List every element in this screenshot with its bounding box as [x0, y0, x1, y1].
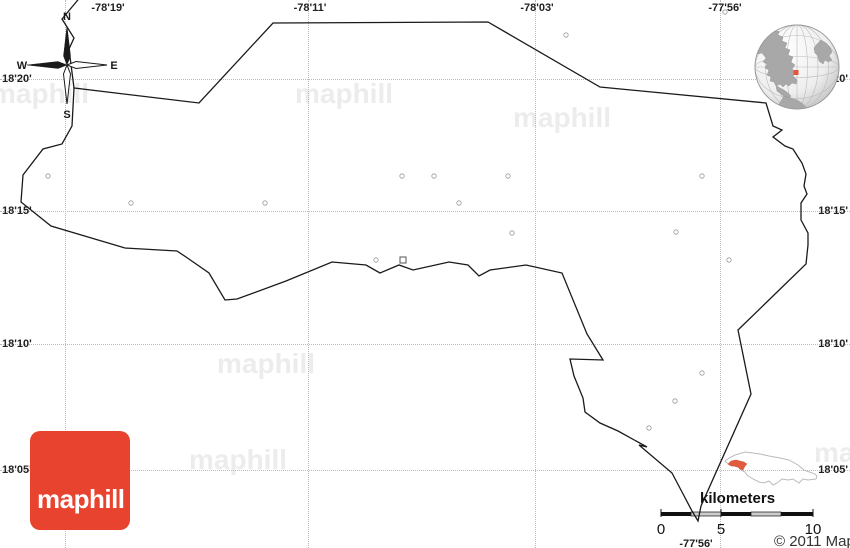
svg-text:E: E [110, 60, 117, 72]
svg-text:W: W [17, 60, 28, 72]
svg-text:N: N [63, 11, 71, 23]
svg-text:S: S [63, 109, 70, 121]
